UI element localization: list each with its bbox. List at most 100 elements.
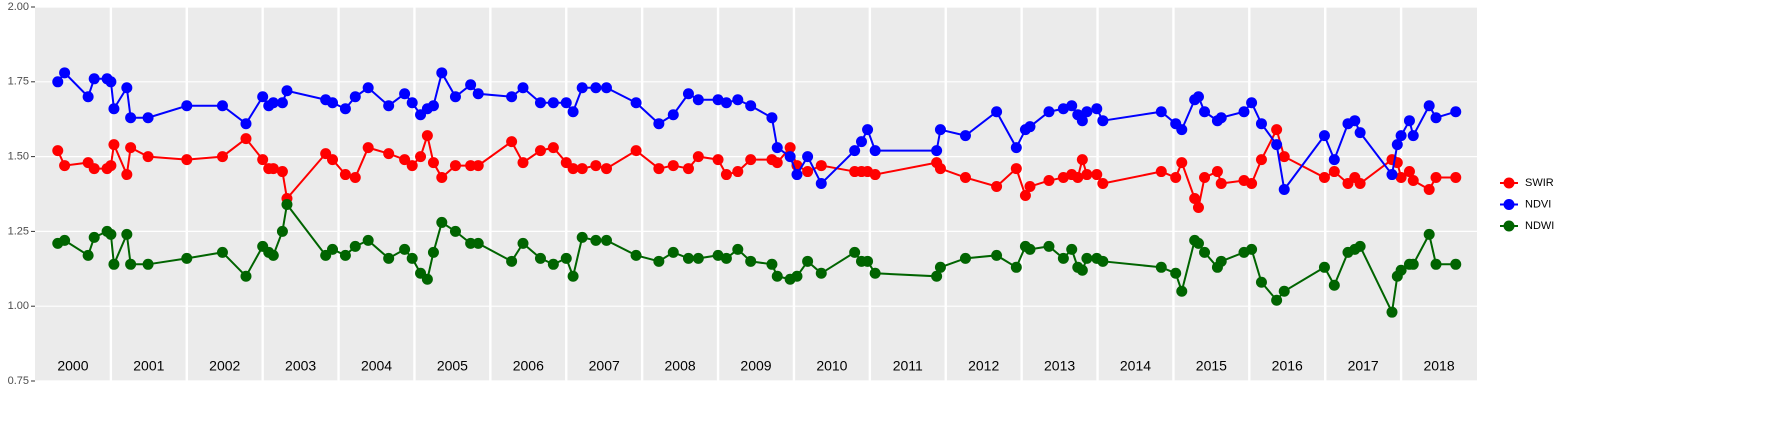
data-point	[52, 76, 64, 88]
data-point	[121, 228, 133, 240]
data-point	[125, 258, 137, 270]
data-point	[1211, 166, 1223, 178]
data-point	[281, 85, 293, 97]
data-point	[1155, 166, 1167, 178]
x-tick-label: 2018	[1423, 358, 1454, 374]
data-point	[667, 109, 679, 121]
data-point	[1318, 172, 1330, 184]
legend: SWIR NDVI NDWI	[1500, 177, 1554, 232]
data-point	[1072, 172, 1084, 184]
legend-dot	[1503, 177, 1515, 189]
data-point	[931, 145, 943, 157]
data-point	[1043, 240, 1055, 252]
data-point	[105, 76, 117, 88]
data-point	[59, 67, 71, 79]
data-point	[506, 255, 518, 267]
data-point	[399, 154, 411, 166]
data-point	[216, 100, 228, 112]
data-point	[1391, 139, 1403, 151]
data-point	[667, 246, 679, 258]
data-point	[449, 91, 461, 103]
data-point	[1407, 175, 1419, 187]
data-point	[436, 67, 448, 79]
data-point	[791, 169, 803, 181]
data-point	[181, 100, 193, 112]
x-tick-label: 2007	[589, 358, 620, 374]
data-point	[745, 100, 757, 112]
data-point	[630, 145, 642, 157]
data-point	[849, 145, 861, 157]
data-point	[1328, 166, 1340, 178]
data-point	[181, 252, 193, 264]
data-point	[1010, 163, 1022, 175]
data-point	[121, 82, 133, 94]
data-point	[802, 151, 814, 163]
legend-dot	[1503, 220, 1515, 232]
data-point	[1278, 151, 1290, 163]
data-point	[517, 237, 529, 249]
data-point	[181, 154, 193, 166]
data-point	[1057, 252, 1069, 264]
legend-label: SWIR	[1525, 177, 1554, 189]
data-point	[1076, 115, 1088, 127]
data-point	[406, 97, 418, 109]
data-point	[1423, 184, 1435, 196]
lines	[52, 67, 1462, 318]
data-point	[1066, 243, 1078, 255]
data-point	[547, 97, 559, 109]
x-tick-label: 2011	[893, 358, 923, 374]
data-point	[449, 225, 461, 237]
data-point	[362, 82, 374, 94]
data-point	[567, 270, 579, 282]
data-point	[567, 106, 579, 118]
data-point	[1450, 106, 1462, 118]
x-tick-label: 2006	[513, 358, 544, 374]
data-point	[682, 163, 694, 175]
y-tick-label: 1.25	[8, 225, 29, 237]
data-point	[1450, 172, 1462, 184]
data-point	[1097, 178, 1109, 190]
y-tick-label: 1.00	[8, 300, 29, 312]
data-point	[590, 82, 602, 94]
data-point	[1043, 175, 1055, 187]
data-point	[415, 151, 427, 163]
x-tick-label: 2016	[1272, 358, 1303, 374]
data-point	[1097, 255, 1109, 267]
data-point	[1354, 240, 1366, 252]
data-point	[1318, 130, 1330, 142]
data-point	[1423, 228, 1435, 240]
data-point	[1328, 154, 1340, 166]
data-point	[712, 249, 724, 261]
data-point	[1450, 258, 1462, 270]
data-point	[281, 198, 293, 210]
data-point	[427, 157, 439, 169]
data-point	[240, 118, 252, 130]
data-point	[1215, 112, 1227, 124]
data-point	[1176, 285, 1188, 297]
data-point	[449, 160, 461, 172]
data-point	[667, 160, 679, 172]
data-point	[421, 273, 433, 285]
data-point	[1010, 261, 1022, 273]
data-point	[934, 261, 946, 273]
data-point	[1176, 157, 1188, 169]
data-point	[931, 270, 943, 282]
data-point	[869, 145, 881, 157]
data-point	[383, 148, 395, 160]
data-point	[506, 91, 518, 103]
data-point	[362, 142, 374, 154]
data-point	[1199, 172, 1211, 184]
data-point	[327, 243, 339, 255]
data-point	[1430, 258, 1442, 270]
data-point	[327, 97, 339, 109]
data-point	[108, 139, 120, 151]
data-point	[1349, 115, 1361, 127]
data-point	[1354, 178, 1366, 190]
data-point	[125, 112, 137, 124]
data-point	[732, 243, 744, 255]
data-point	[339, 169, 351, 181]
data-point	[1386, 306, 1398, 318]
data-point	[849, 246, 861, 258]
data-point	[399, 243, 411, 255]
